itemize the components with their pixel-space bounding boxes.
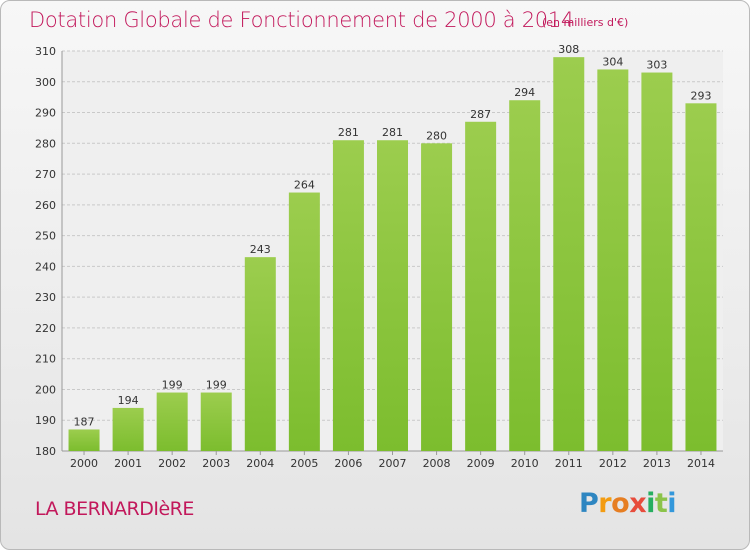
chart-subtitle: (en milliers d'€) bbox=[542, 16, 629, 29]
bar-2009 bbox=[465, 121, 497, 452]
y-tick-label: 290 bbox=[35, 107, 56, 120]
value-label: 281 bbox=[382, 126, 403, 139]
x-tick-label: 2009 bbox=[467, 457, 495, 470]
x-tick-label: 2002 bbox=[158, 457, 186, 470]
x-tick-label: 2014 bbox=[687, 457, 715, 470]
bar-2012 bbox=[597, 69, 629, 451]
y-tick-label: 270 bbox=[35, 168, 56, 181]
bar-2005 bbox=[288, 192, 320, 452]
x-tick-label: 2010 bbox=[511, 457, 539, 470]
y-tick-label: 230 bbox=[35, 291, 56, 304]
y-tick-label: 250 bbox=[35, 230, 56, 243]
x-tick-label: 2011 bbox=[555, 457, 583, 470]
x-tick-label: 2012 bbox=[599, 457, 627, 470]
bar-2007 bbox=[377, 140, 408, 451]
x-tick-label: 2005 bbox=[290, 457, 318, 470]
value-label: 294 bbox=[514, 86, 535, 99]
x-tick-label: 2003 bbox=[202, 457, 230, 470]
bar-2001 bbox=[112, 407, 144, 451]
value-label: 308 bbox=[558, 43, 579, 56]
brand-logo: Proxiti bbox=[579, 488, 677, 519]
bar-2008 bbox=[421, 143, 453, 452]
value-label: 264 bbox=[294, 179, 315, 192]
value-label: 194 bbox=[118, 394, 139, 407]
x-tick-label: 2006 bbox=[334, 457, 362, 470]
bar-2006 bbox=[332, 140, 364, 451]
value-label: 281 bbox=[338, 126, 359, 139]
y-tick-label: 300 bbox=[35, 76, 56, 89]
value-label: 199 bbox=[206, 379, 227, 392]
y-tick-label: 210 bbox=[35, 353, 56, 366]
bar-2003 bbox=[200, 392, 232, 451]
place-name: LA BERNARDIèRE bbox=[35, 498, 194, 520]
value-label: 187 bbox=[74, 415, 95, 428]
value-label: 199 bbox=[162, 379, 183, 392]
value-label: 280 bbox=[426, 129, 447, 142]
value-label: 304 bbox=[602, 55, 623, 68]
bar-2004 bbox=[244, 257, 276, 451]
x-tick-label: 2001 bbox=[114, 457, 142, 470]
x-tick-label: 2007 bbox=[379, 457, 407, 470]
y-tick-label: 220 bbox=[35, 322, 56, 335]
value-label: 303 bbox=[646, 59, 667, 72]
y-tick-label: 180 bbox=[35, 445, 56, 458]
value-label: 293 bbox=[690, 89, 711, 102]
y-tick-label: 310 bbox=[35, 45, 56, 58]
value-label: 287 bbox=[470, 108, 491, 121]
bar-2011 bbox=[553, 57, 585, 452]
bar-2013 bbox=[641, 72, 673, 452]
y-tick-label: 260 bbox=[35, 199, 56, 212]
x-tick-label: 2013 bbox=[643, 457, 671, 470]
bar-2010 bbox=[509, 100, 541, 451]
bar-2002 bbox=[156, 392, 188, 451]
x-tick-label: 2004 bbox=[246, 457, 274, 470]
x-tick-label: 2000 bbox=[70, 457, 98, 470]
y-tick-label: 200 bbox=[35, 383, 56, 396]
y-tick-label: 240 bbox=[35, 260, 56, 273]
y-tick-label: 190 bbox=[35, 414, 56, 427]
chart-title: Dotation Globale de Fonctionnement de 20… bbox=[29, 8, 574, 32]
x-tick-label: 2008 bbox=[423, 457, 451, 470]
bar-2014 bbox=[685, 103, 717, 452]
bar-2000 bbox=[68, 429, 100, 451]
value-label: 243 bbox=[250, 243, 271, 256]
y-tick-label: 280 bbox=[35, 137, 56, 150]
